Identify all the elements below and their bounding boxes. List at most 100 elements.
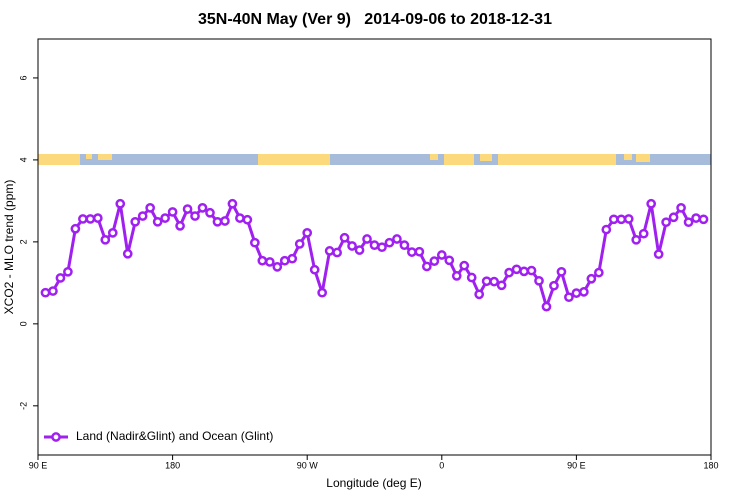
point [294,239,305,249]
point [92,213,103,223]
y-tick-label: 4 [18,157,28,162]
point [526,265,537,276]
point [631,234,642,245]
point [107,228,118,238]
point [534,275,544,286]
point [279,255,290,266]
point [197,203,208,213]
point [152,216,163,227]
point [459,260,470,271]
y-axis-title: XCO2 - MLO trend (ppm) [2,180,16,315]
point [264,257,275,267]
point [369,240,380,251]
point [414,246,425,257]
point [332,247,342,258]
point [392,234,402,244]
point [466,272,477,283]
point [309,264,320,275]
point [182,204,193,214]
point [227,198,238,209]
point [160,213,170,223]
point [347,241,357,251]
point [70,223,81,234]
plot-frame [37,38,712,456]
point [556,266,567,277]
x-axis-title: Longitude (deg E) [326,476,421,490]
point [481,276,492,287]
point [586,273,597,284]
y-tick-label: 0 [18,321,28,326]
point [272,262,283,272]
point [571,288,582,298]
point [496,280,507,291]
point [242,214,253,225]
point [257,255,268,266]
point [250,237,260,248]
point [63,266,73,277]
point [384,237,395,248]
point [100,234,111,245]
point [339,232,350,243]
x-tick-label: 90 W [297,460,319,470]
point [549,280,559,291]
point [354,245,365,255]
point [175,221,185,231]
point [601,224,612,235]
point [616,214,627,225]
point [541,301,552,312]
point [190,211,200,221]
point [421,261,432,272]
x-tick-label: 180 [703,460,718,470]
point [429,256,440,266]
point [399,240,410,251]
chart-title: 35N-40N May (Ver 9) 2014-09-06 to 2018-1… [198,11,552,28]
x-tick-label: 180 [165,460,180,470]
point [407,247,417,257]
point [504,267,514,278]
y-tick-label: -2 [18,402,28,410]
point [436,250,447,260]
x-tick-label: 90 E [567,460,586,470]
point [676,203,686,213]
point [302,228,313,238]
point [317,287,328,298]
point [661,217,671,228]
point [212,216,223,227]
point [564,292,574,303]
point [362,234,372,244]
legend-label: Land (Nadir&Glint) and Ocean (Glint) [76,429,273,443]
point [130,216,141,227]
point [451,271,462,281]
point [235,213,245,223]
point [40,287,51,298]
point [608,214,619,225]
point [646,198,657,209]
point [444,255,455,266]
point [623,214,634,224]
point [78,214,88,224]
point [638,228,649,239]
x-tick-label: 90 E [29,460,48,470]
legend-marker [51,432,61,442]
point [653,249,664,260]
point [55,273,66,283]
point [668,212,679,223]
point [205,207,215,218]
y-tick-label: 6 [18,75,28,80]
point [579,287,589,297]
point [220,216,230,226]
point [122,248,133,259]
point [287,253,298,264]
point [85,214,96,224]
point [511,264,522,275]
point [698,214,709,225]
point [474,289,485,300]
point [137,211,148,221]
point [593,267,604,278]
point [683,217,694,228]
point [519,266,529,277]
point [115,198,126,209]
point [167,207,178,217]
point [377,242,387,253]
